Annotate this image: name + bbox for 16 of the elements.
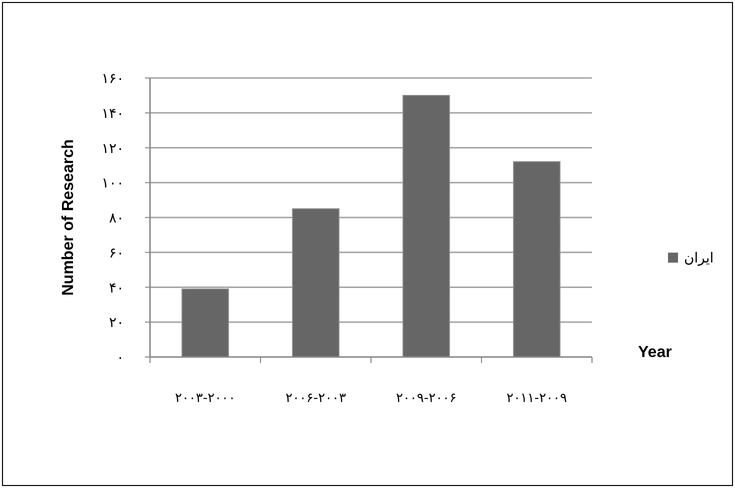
y-tick-label: ۰ [116, 350, 124, 366]
x-tick-label: ۲۰۰۶-۲۰۰۳ [285, 391, 346, 406]
y-tick-label: ۴۰ [108, 280, 124, 296]
y-tick-label: ۲۰ [108, 315, 124, 332]
y-tick-label: ۶۰ [108, 245, 124, 262]
x-tick-label: ۲۰۰۹-۲۰۰۶ [396, 391, 457, 406]
y-axis-title: Number of Research [60, 139, 77, 296]
x-tick-label: ۲۰۰۳-۲۰۰۰ [174, 391, 236, 406]
legend-label: ایران [684, 250, 714, 267]
y-tick-label: ۱۴۰ [101, 106, 124, 122]
y-tick-label: ۱۶۰ [101, 71, 124, 87]
x-tick-label: ۲۰۱۱-۲۰۰۹ [506, 391, 568, 406]
x-axis-title: Year [638, 344, 672, 361]
y-tick-label: ۸۰ [108, 210, 124, 226]
y-tick-label: ۱۲۰ [101, 140, 124, 157]
y-tick-label: ۱۰۰ [101, 176, 124, 192]
